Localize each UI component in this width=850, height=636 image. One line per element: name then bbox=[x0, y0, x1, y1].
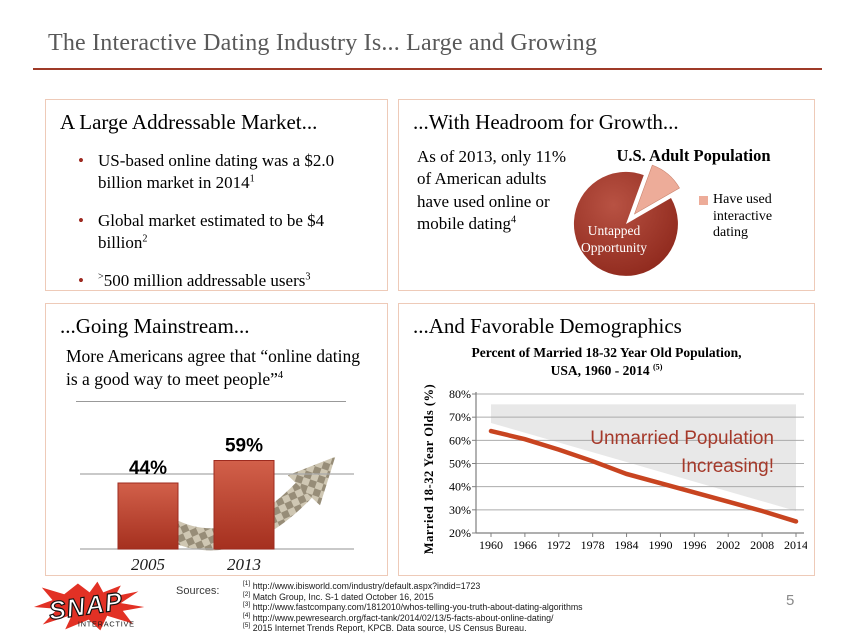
panel-headroom: ...With Headroom for Growth... As of 201… bbox=[398, 99, 815, 291]
line-chart: 20%30%40%50%60%70%80% 1960 1966 1972 1978 19… bbox=[422, 384, 807, 554]
bar-category-label: 2013 bbox=[227, 555, 261, 574]
panel-title: ...With Headroom for Growth... bbox=[413, 110, 679, 134]
bullet-addressable-users: >500 million addressable users3 bbox=[76, 270, 343, 292]
panel-title: A Large Addressable Market... bbox=[60, 110, 318, 134]
bullet-global-market: Global market estimated to be $4 billion… bbox=[76, 210, 343, 254]
bar-value-label: 59% bbox=[225, 436, 263, 457]
y-axis-ticks: 20% 30% 40% 50% 60% 70% 80% bbox=[449, 387, 476, 540]
bar-category-label: 2005 bbox=[131, 555, 165, 574]
footnote: [4] http://www.pewresearch.org/fact-tank… bbox=[243, 611, 554, 623]
bar-value-label: 44% bbox=[129, 458, 167, 479]
svg-text:70%: 70% bbox=[449, 410, 471, 424]
svg-text:1984: 1984 bbox=[615, 538, 639, 552]
svg-text:1960: 1960 bbox=[479, 538, 503, 552]
svg-text:2002: 2002 bbox=[716, 538, 740, 552]
svg-text:1990: 1990 bbox=[648, 538, 672, 552]
panel-title: ...Going Mainstream... bbox=[60, 314, 250, 338]
pie-chart-title: U.S. Adult Population bbox=[616, 146, 771, 165]
svg-text:2008: 2008 bbox=[750, 538, 774, 552]
logo-subtext: INTERACTIVE bbox=[78, 619, 135, 628]
legend-swatch bbox=[699, 196, 708, 205]
svg-text:1966: 1966 bbox=[513, 538, 537, 552]
pie-legend: Have used interactive dating bbox=[699, 192, 803, 242]
growth-arrow-head bbox=[287, 456, 336, 506]
mainstream-quote: More Americans agree that “online dating… bbox=[66, 346, 360, 389]
title-divider bbox=[33, 68, 822, 70]
panel-title: ...And Favorable Demographics bbox=[413, 314, 682, 338]
svg-text:1972: 1972 bbox=[547, 538, 571, 552]
bar-2013 bbox=[213, 460, 275, 550]
svg-text:2014: 2014 bbox=[784, 538, 807, 552]
y-axis-title: Married 18-32 Year Olds (%) bbox=[422, 384, 436, 554]
pie-slice-label: Untapped bbox=[588, 223, 641, 238]
footnote: [2] Match Group, Inc. S-1 dated October … bbox=[243, 590, 434, 602]
line-chart-title: Percent of Married 18-32 Year Old Popula… bbox=[471, 345, 742, 378]
svg-text:20%: 20% bbox=[449, 526, 471, 540]
pie-slice-used bbox=[633, 164, 680, 215]
pie-chart: Untapped Opportunity bbox=[573, 164, 680, 276]
market-bullet-list: US-based online dating was a $2.0 billio… bbox=[46, 150, 387, 293]
svg-text:40%: 40% bbox=[449, 480, 471, 494]
svg-text:80%: 80% bbox=[449, 387, 471, 401]
page-number: 5 bbox=[786, 592, 795, 609]
panel-mainstream: ...Going Mainstream... More Americans ag… bbox=[45, 303, 388, 576]
footnote: [1] http://www.ibisworld.com/industry/de… bbox=[243, 580, 481, 591]
chart-annotation: Increasing! bbox=[681, 456, 774, 477]
panel-demographics: ...And Favorable Demographics Percent of… bbox=[398, 303, 815, 576]
bar-chart: 44% 59% 2005 2013 bbox=[80, 436, 354, 574]
snap-interactive-logo: SNAP INTERACTIVE bbox=[33, 581, 145, 631]
married-trend-line bbox=[488, 428, 799, 524]
svg-text:60%: 60% bbox=[449, 433, 471, 447]
pie-slice-untapped bbox=[573, 171, 678, 276]
unmarried-shaded-area bbox=[491, 404, 796, 511]
pie-slice-label: Opportunity bbox=[581, 240, 647, 255]
legend-label: Have used interactive dating bbox=[713, 192, 773, 241]
x-axis-ticks: 1960 1966 1972 1978 1984 1990 1996 2002 2008 2014 bbox=[479, 533, 807, 552]
bullet-us-market: US-based online dating was a $2.0 billio… bbox=[76, 150, 343, 194]
footnote: [3] http://www.fastcompany.com/1812010/w… bbox=[243, 601, 583, 613]
svg-text:1996: 1996 bbox=[682, 538, 706, 552]
page-title: The Interactive Dating Industry Is... La… bbox=[48, 30, 598, 56]
svg-text:50%: 50% bbox=[449, 457, 471, 471]
svg-text:1978: 1978 bbox=[581, 538, 605, 552]
footnote-list: [1] http://www.ibisworld.com/industry/de… bbox=[243, 580, 683, 634]
quote-divider bbox=[76, 400, 346, 402]
headroom-body-text: As of 2013, only 11% of American adults … bbox=[417, 147, 567, 234]
panel-addressable-market: A Large Addressable Market... US-based o… bbox=[45, 99, 388, 293]
sources-label: Sources: bbox=[176, 585, 220, 597]
footnote: [5] 2015 Internet Trends Report, KPCB. D… bbox=[243, 622, 527, 634]
svg-text:30%: 30% bbox=[449, 503, 471, 517]
chart-annotation: Unmarried Population bbox=[590, 428, 774, 449]
logo-starburst bbox=[33, 581, 145, 631]
bar-2005 bbox=[117, 482, 179, 550]
